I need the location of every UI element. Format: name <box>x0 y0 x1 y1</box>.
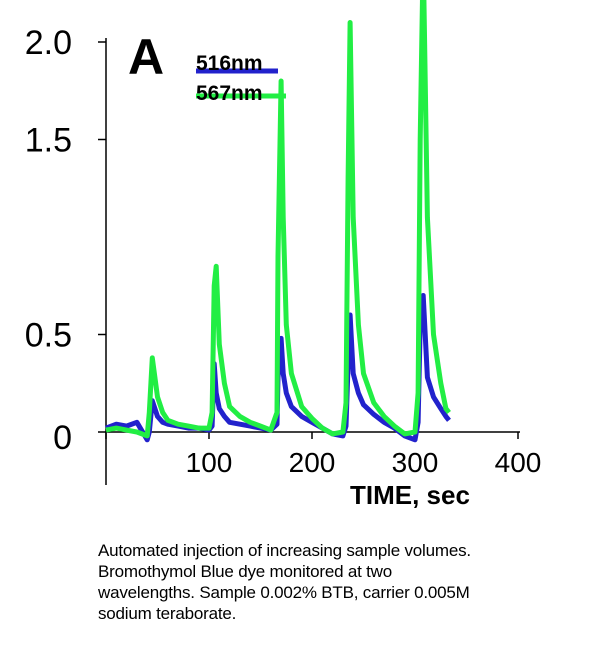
y-tick-label: 0.5 <box>25 317 72 355</box>
legend-label-516nm: 516nm <box>196 52 263 75</box>
y-ticks: 0 0.5 1.5 2.0 <box>25 24 106 457</box>
figure-caption: Automated injection of increasing sample… <box>98 540 598 624</box>
y-tick-label: 1.5 <box>25 122 72 160</box>
series-line-567nm <box>105 0 451 439</box>
caption-line-3: wavelengths. Sample 0.002% BTB, carrier … <box>98 583 470 602</box>
x-tick-label: 100 <box>186 447 233 478</box>
x-tick-label: 200 <box>289 447 336 478</box>
caption-line-2: Bromothymol Blue dye monitored at two <box>98 562 393 581</box>
caption-line-1: Automated injection of increasing sample… <box>98 541 471 560</box>
series-layer <box>105 0 451 443</box>
y-tick-label: 0 <box>53 419 72 457</box>
caption-line-4: sodium teraborate. <box>98 604 237 623</box>
panel-label: A <box>128 29 164 85</box>
chart: 0 0.5 1.5 2.0 100 200 300 400 A 516nm 567nm TI… <box>25 0 542 510</box>
legend: 516nm 567nm <box>196 52 286 105</box>
series-line-516nm <box>105 293 451 443</box>
x-ticks: 100 200 300 400 <box>105 432 542 478</box>
x-axis-title: TIME, sec <box>350 480 470 510</box>
legend-label-567nm: 567nm <box>196 82 263 105</box>
x-tick-label: 300 <box>392 447 439 478</box>
x-tick-label: 400 <box>495 447 542 478</box>
y-tick-label: 2.0 <box>25 24 72 62</box>
